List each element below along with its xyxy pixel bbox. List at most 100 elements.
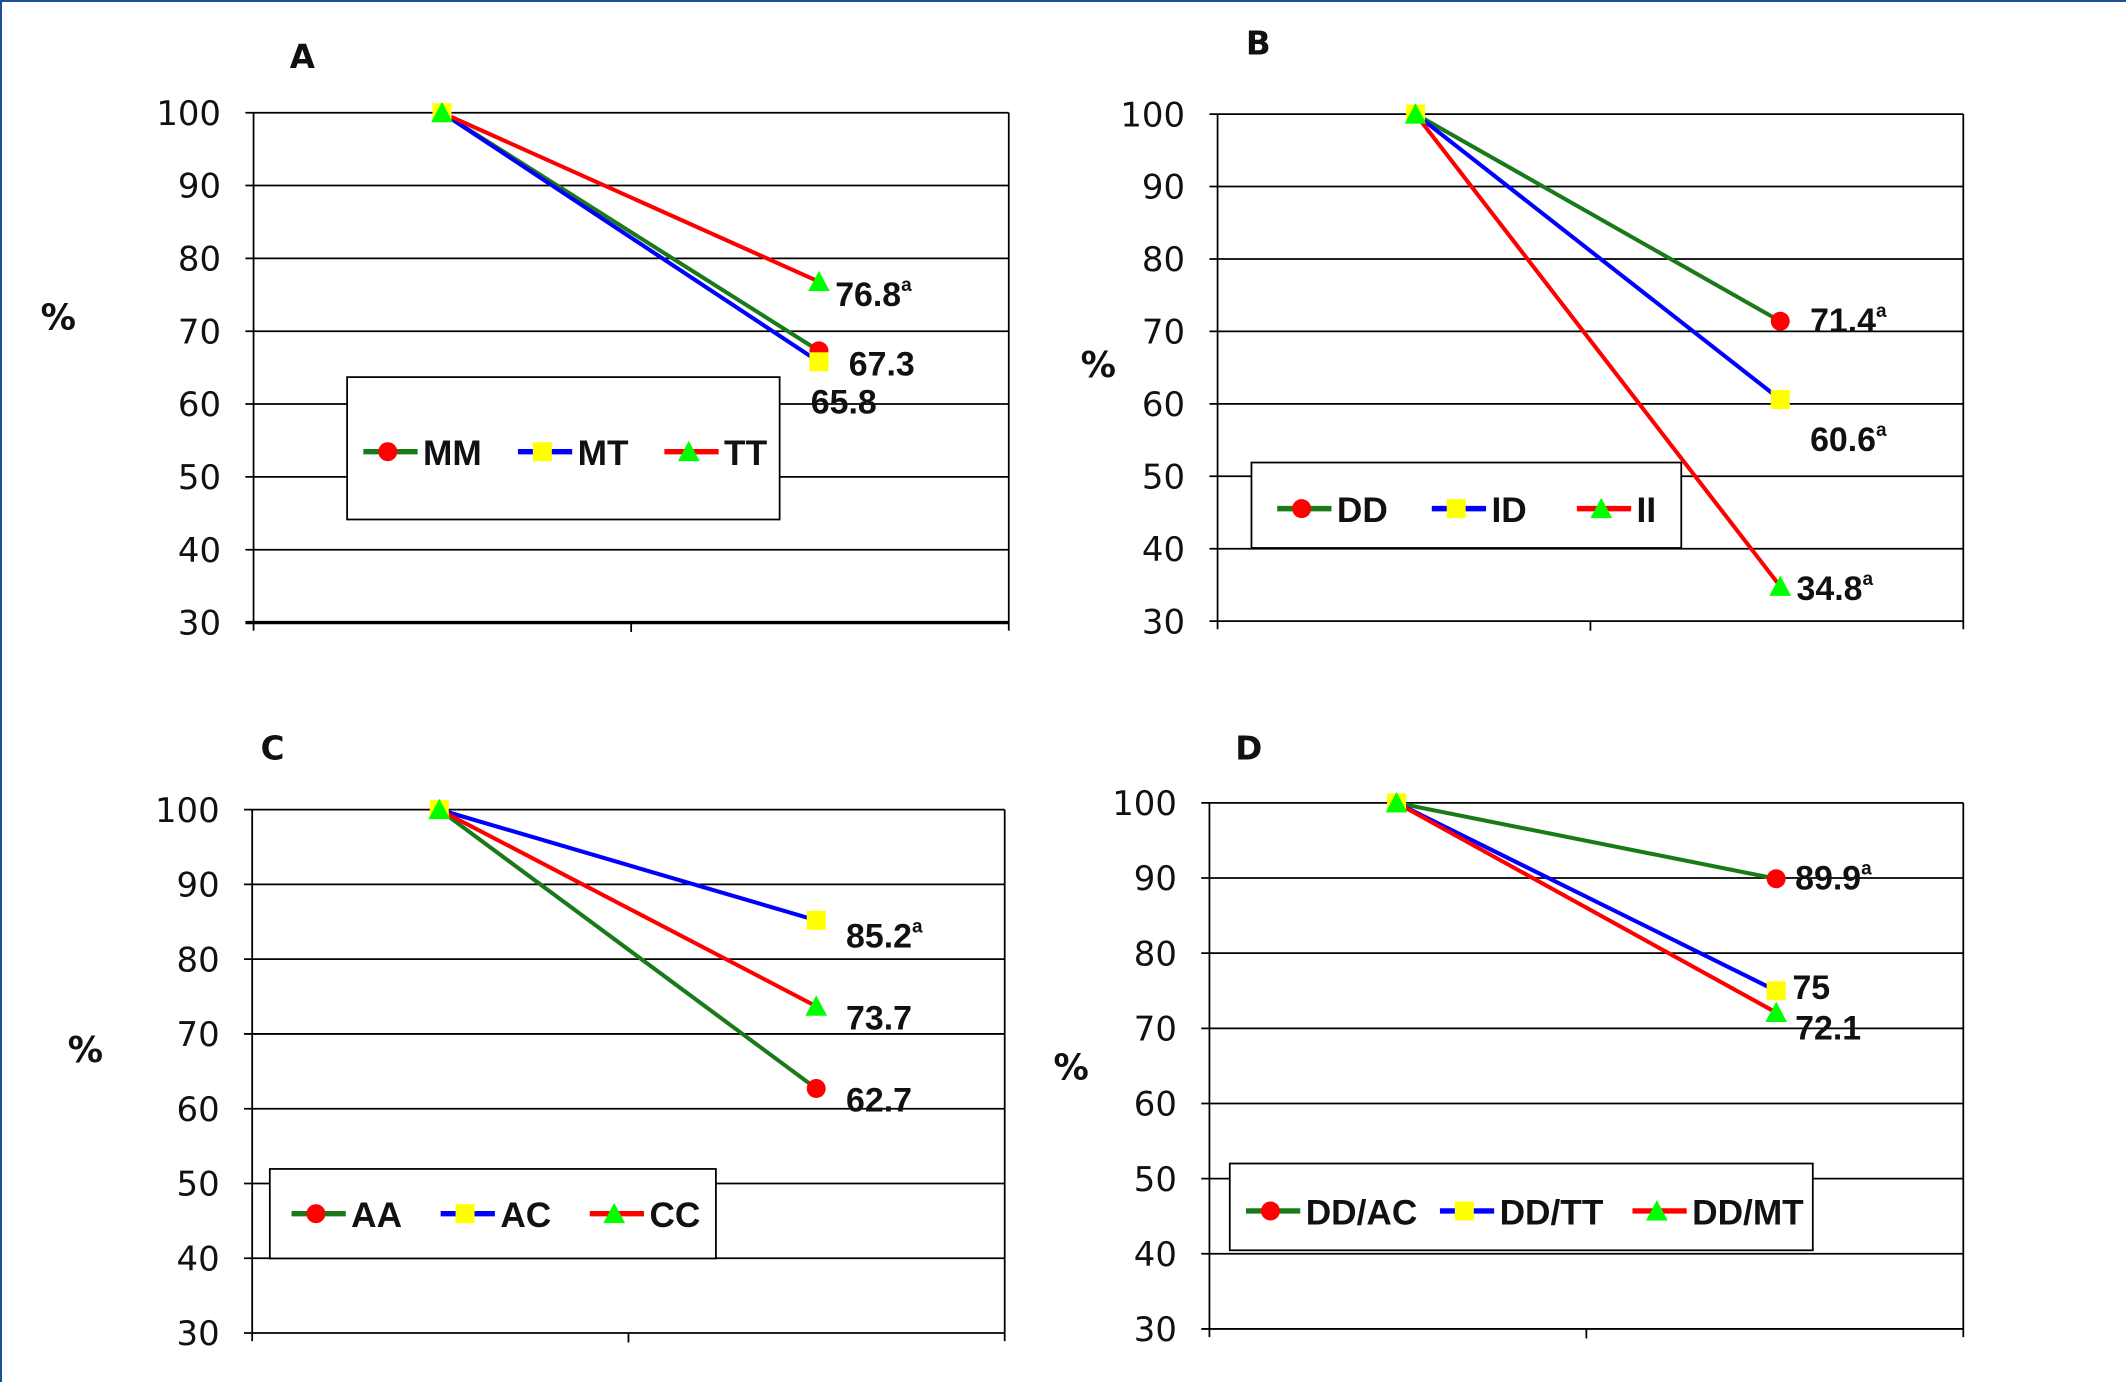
y-tick-label: 30 xyxy=(178,604,221,643)
legend-square-marker xyxy=(455,1204,475,1224)
y-tick-label: 100 xyxy=(1112,784,1177,823)
y-tick-label: 40 xyxy=(1142,530,1185,569)
series-line-dd-ac xyxy=(1396,800,1777,881)
superscript-a: a xyxy=(1861,859,1872,880)
y-tick-label: 50 xyxy=(178,458,221,497)
y-axis-label: % xyxy=(41,298,76,339)
superscript-a: a xyxy=(1876,420,1887,441)
y-tick-label: 30 xyxy=(1142,602,1185,641)
data-label: 76.8a xyxy=(835,275,912,314)
series-line-dd-tt xyxy=(1395,801,1778,993)
y-tick-label: 60 xyxy=(178,385,221,424)
legend-label: DD/MT xyxy=(1692,1194,1804,1233)
square-marker xyxy=(809,352,829,372)
legend-circle-marker xyxy=(378,442,398,462)
legend: AA AC CC xyxy=(268,1168,717,1260)
triangle-marker xyxy=(808,270,830,292)
legend-label: TT xyxy=(724,434,768,473)
chart-title: D xyxy=(1235,729,1262,767)
legend-label: AC xyxy=(500,1196,551,1235)
y-tick-label: 60 xyxy=(177,1090,220,1129)
legend-label: CC xyxy=(649,1196,700,1235)
legend-triangle-marker xyxy=(677,440,700,462)
legend-label: II xyxy=(1637,491,1657,530)
legend-square-marker xyxy=(1454,1201,1474,1221)
y-tick-label: 50 xyxy=(177,1165,220,1204)
series-line-dd xyxy=(1414,112,1782,324)
legend-circle-marker xyxy=(1260,1201,1280,1221)
circle-marker xyxy=(806,1079,826,1099)
legend-label: DD/TT xyxy=(1500,1194,1604,1233)
square-marker xyxy=(1770,390,1790,409)
superscript-a: a xyxy=(1862,569,1873,590)
legend-label: DD/AC xyxy=(1306,1194,1418,1233)
y-tick-label: 50 xyxy=(1142,457,1185,496)
superscript-a: a xyxy=(901,275,912,296)
legend-square-marker xyxy=(532,442,552,462)
legend-label: MM xyxy=(423,434,482,473)
y-tick-label: 100 xyxy=(155,791,220,830)
series-line-ac xyxy=(438,807,817,923)
legend-box xyxy=(346,376,781,521)
triangle-marker xyxy=(805,995,828,1016)
y-axis-label: % xyxy=(1053,1047,1088,1088)
chart-panel-a: 100 90 80 70 60 50 40 30 A% 67.365.8 76.8a MM MT TT xyxy=(41,38,1010,643)
square-marker xyxy=(806,910,826,930)
y-axis-label: % xyxy=(68,1030,103,1071)
y-tick-label: 40 xyxy=(177,1239,220,1278)
y-tick-label: 70 xyxy=(178,312,221,351)
superscript-a: a xyxy=(1876,301,1887,322)
y-tick-label: 90 xyxy=(1134,859,1177,898)
y-tick-label: 80 xyxy=(1134,934,1177,973)
data-label: 65.8 xyxy=(811,383,877,421)
y-tick-label: 70 xyxy=(1134,1010,1177,1049)
y-tick-label: 30 xyxy=(1134,1310,1177,1349)
chart-panel-b: 100 90 80 70 60 50 40 30 B% 71.4a 60.6a 34.8a DD ID II xyxy=(1081,24,1965,641)
data-label: 60.6a xyxy=(1810,420,1887,459)
legend-box xyxy=(1228,1162,1814,1252)
circle-marker xyxy=(1766,869,1786,889)
legend-square-marker xyxy=(1446,499,1466,519)
circle-marker xyxy=(1770,311,1790,331)
legend: DD/AC DD/TT DD/MT xyxy=(1228,1162,1814,1252)
y-tick-label: 40 xyxy=(1134,1235,1177,1274)
data-label: 34.8a xyxy=(1797,569,1874,608)
legend-triangle-marker xyxy=(1590,497,1613,519)
superscript-a: a xyxy=(912,916,923,937)
legend: DD ID II xyxy=(1250,461,1683,549)
series-line-mt xyxy=(440,111,821,364)
triangle-marker xyxy=(1385,792,1408,813)
legend-circle-marker xyxy=(1292,499,1312,519)
legend-triangle-marker xyxy=(1646,1200,1668,1221)
y-axis-label: % xyxy=(1081,345,1116,386)
y-tick-label: 90 xyxy=(178,167,221,206)
series-line-dd-mt xyxy=(1395,801,1778,1015)
y-tick-label: 70 xyxy=(177,1015,220,1054)
legend-label: AA xyxy=(351,1196,402,1235)
triangle-marker xyxy=(1765,1001,1788,1023)
legend-label: DD xyxy=(1337,491,1388,530)
legend-label: MT xyxy=(578,434,629,473)
y-tick-label: 70 xyxy=(1142,313,1185,352)
y-tick-label: 90 xyxy=(1142,168,1185,207)
legend-box xyxy=(1250,461,1683,549)
data-label: 85.2a xyxy=(846,916,923,955)
y-tick-label: 80 xyxy=(178,240,221,279)
triangle-marker xyxy=(1769,575,1792,596)
y-tick-label: 40 xyxy=(178,531,221,570)
series-line-aa xyxy=(438,808,818,1091)
chart-title: B xyxy=(1246,24,1271,62)
triangle-marker xyxy=(1404,103,1427,124)
legend-label: ID xyxy=(1491,491,1526,530)
data-label: 71.4a xyxy=(1810,301,1887,340)
data-label: 73.7 xyxy=(846,999,912,1037)
series-line-ii xyxy=(1413,112,1782,588)
chart-panel-c: 100 90 80 70 60 50 40 30 C% 62.7 85.2a 73.7 AA AC CC xyxy=(68,729,1006,1353)
y-tick-label: 60 xyxy=(1142,385,1185,424)
chart-title: C xyxy=(261,729,285,767)
data-label: 89.9a xyxy=(1795,859,1872,898)
data-label: 67.3 xyxy=(849,345,915,383)
